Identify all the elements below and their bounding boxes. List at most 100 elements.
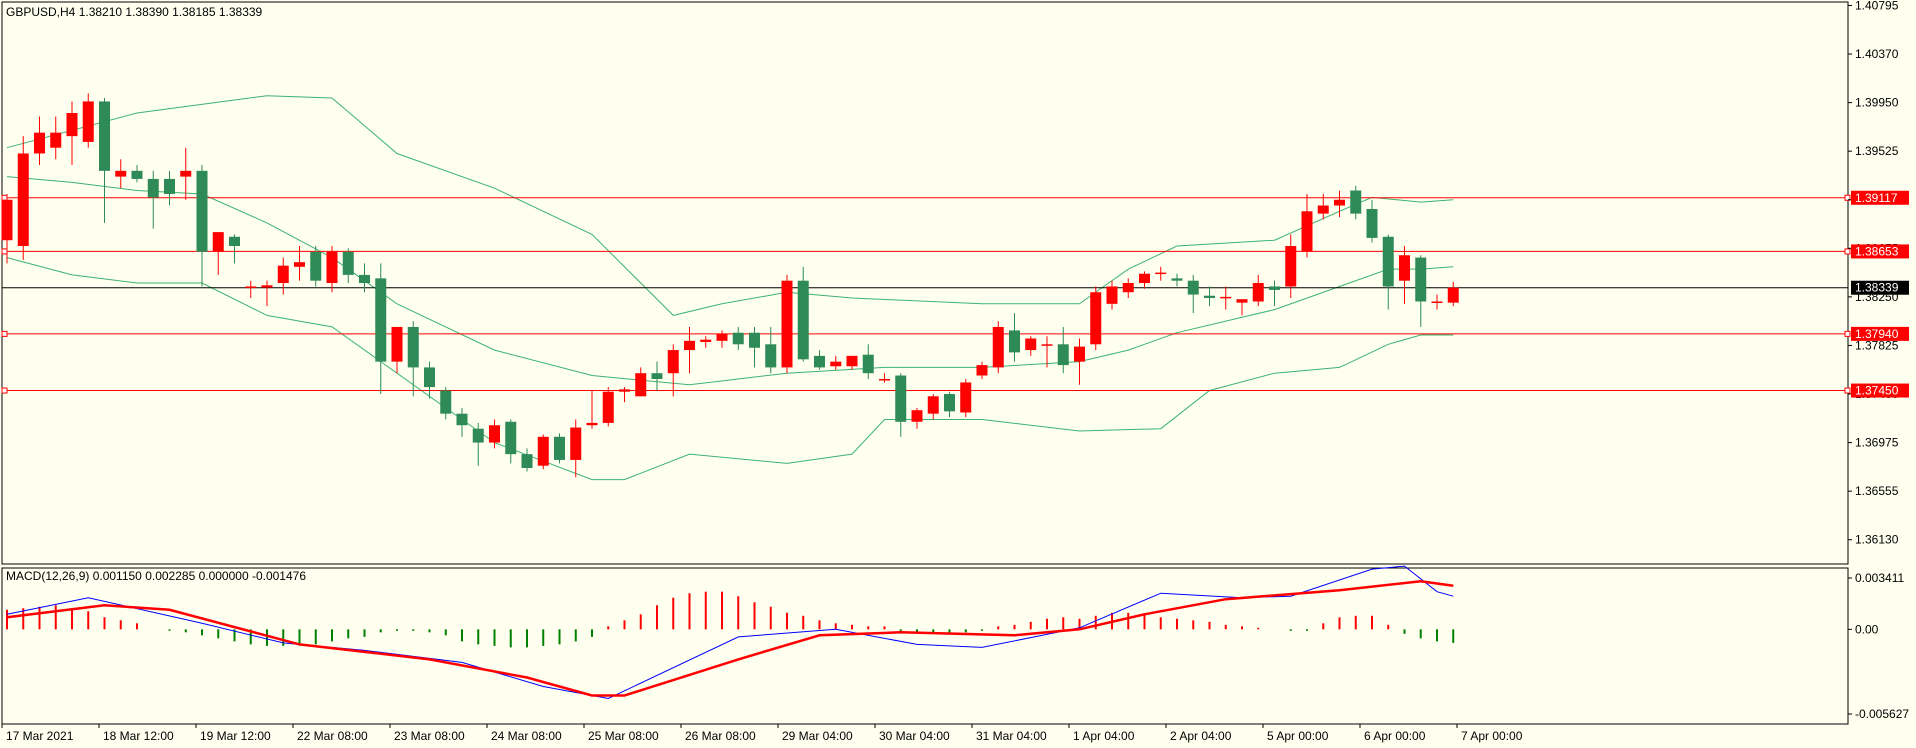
candle-body	[554, 436, 565, 460]
level-handle-right[interactable]	[1844, 248, 1851, 255]
time-tick-label: 24 Mar 08:00	[491, 729, 562, 743]
bollinger-bands	[6, 95, 1454, 481]
candle-body	[537, 436, 549, 466]
macd-axis: 0.003411 0.00 -0.005627	[1848, 571, 1909, 721]
level-tag	[1851, 244, 1909, 259]
candle-body	[1334, 199, 1345, 206]
level-tag-label: 1.38653	[1855, 244, 1899, 258]
price-tick-label: 1.39950	[1855, 96, 1899, 110]
candle-body	[1204, 295, 1215, 299]
level-handle-left[interactable]	[1, 194, 8, 201]
level-handle-right[interactable]	[1844, 387, 1851, 394]
candle-body	[716, 333, 728, 341]
candle-body	[619, 389, 630, 392]
time-tick-label: 23 Mar 08:00	[394, 729, 465, 743]
candle-body	[651, 373, 663, 379]
price-tick-label: 1.37825	[1855, 338, 1899, 352]
candle-body	[732, 332, 744, 345]
time-axis: 17 Mar 2021 18 Mar 12:00 19 Mar 12:00 22 Ma…	[1, 724, 1523, 743]
candle-body	[1366, 208, 1378, 238]
candle-body	[489, 425, 500, 443]
signal-line	[6, 579, 1454, 697]
symbol-header: GBPUSD,H4 1.38210 1.38390 1.38185 1.3833…	[6, 5, 262, 19]
candle-body	[781, 280, 793, 368]
level-tag	[1851, 190, 1909, 205]
candle-body	[50, 132, 62, 148]
level-handle-right[interactable]	[1844, 330, 1851, 337]
macd-tick-label: 0.00	[1855, 622, 1879, 636]
candle-body	[131, 170, 143, 179]
candle-body	[1025, 338, 1037, 351]
candle-body	[814, 355, 825, 368]
candle-body	[391, 326, 403, 362]
level-handle-left[interactable]	[1, 330, 8, 337]
macd-header: MACD(12,26,9) 0.001150 0.002285 0.000000…	[6, 569, 307, 583]
candle-body	[180, 170, 192, 177]
price-panel	[1, 1, 1849, 565]
level-handle-left[interactable]	[1, 387, 8, 394]
time-tick-label: 25 Mar 08:00	[588, 729, 659, 743]
bollinger-lower-line	[6, 257, 1454, 481]
ohlc-values: 1.38210 1.38390 1.38185 1.38339	[78, 5, 263, 19]
candle-body	[879, 378, 890, 381]
candle-body	[927, 396, 939, 414]
time-tick-label: 19 Mar 12:00	[200, 729, 271, 743]
candle-body	[17, 153, 29, 246]
symbol-label: GBPUSD,H4	[6, 5, 76, 19]
candle-body	[1301, 211, 1313, 252]
candle-body	[1431, 301, 1443, 304]
macd-panel	[1, 565, 1849, 725]
current-price-tag	[1851, 280, 1909, 295]
candle-body	[911, 410, 923, 422]
candle-body	[440, 390, 452, 414]
candle-body	[229, 236, 240, 246]
candle-body	[846, 355, 858, 367]
candle-body	[1350, 190, 1362, 214]
level-tag-label: 1.37940	[1855, 327, 1899, 341]
candle-body	[1269, 286, 1280, 290]
candle-body	[99, 101, 110, 171]
time-tick-label: 18 Mar 12:00	[103, 729, 174, 743]
time-tick-label: 22 Mar 08:00	[297, 729, 368, 743]
candle-body	[960, 382, 972, 413]
candle-body	[830, 361, 842, 367]
candle-body	[196, 170, 208, 252]
candle-body	[456, 413, 468, 426]
level-handle-right[interactable]	[1844, 194, 1851, 201]
macd-tick-label: -0.005627	[1855, 707, 1909, 721]
price-tick-label: 1.36130	[1855, 533, 1899, 547]
candle-body	[1155, 272, 1167, 275]
level-handle-left[interactable]	[1, 248, 8, 255]
price-tick-label: 1.36555	[1855, 484, 1899, 498]
candle-body	[82, 101, 94, 142]
candle-body	[1041, 344, 1053, 346]
candle-body	[1009, 330, 1020, 353]
candle-body	[700, 339, 712, 342]
candle-body	[1236, 299, 1248, 303]
candle-body	[635, 373, 647, 397]
candle-body	[1252, 283, 1264, 302]
candle-body	[895, 375, 907, 422]
candle-body	[1415, 257, 1427, 302]
candle-body	[147, 178, 159, 198]
level-tag-label: 1.37450	[1855, 384, 1899, 398]
candle-body	[407, 326, 419, 368]
candle-body	[294, 262, 305, 267]
candlesticks	[1, 93, 1459, 478]
price-tick-label: 1.39525	[1855, 144, 1899, 158]
candle-body	[277, 265, 289, 283]
candle-body	[1285, 245, 1297, 287]
level-tag-label: 1.39117	[1855, 191, 1898, 205]
candle-body	[375, 278, 387, 362]
time-tick-label: 7 Apr 00:00	[1461, 729, 1523, 743]
candle-body	[765, 344, 777, 368]
time-tick-label: 31 Mar 04:00	[976, 729, 1047, 743]
time-tick-label: 6 Apr 00:00	[1364, 729, 1426, 743]
horizontal-levels[interactable]	[1, 194, 1851, 394]
candle-body	[164, 178, 175, 194]
time-tick-label: 26 Mar 08:00	[685, 729, 756, 743]
candle-body	[1106, 286, 1118, 304]
candle-body	[115, 170, 127, 177]
time-tick-label: 17 Mar 2021	[6, 729, 74, 743]
